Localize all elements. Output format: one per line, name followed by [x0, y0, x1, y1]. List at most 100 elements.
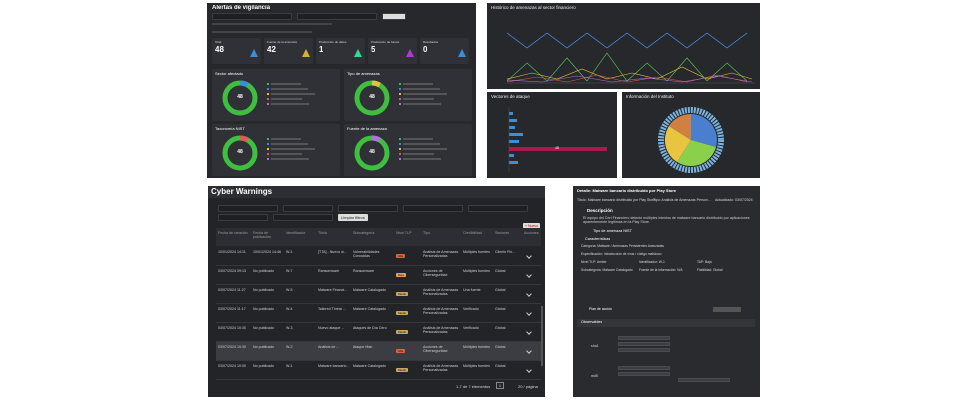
- filter[interactable]: [283, 205, 333, 212]
- date-filter[interactable]: [218, 205, 278, 212]
- section-title: Descripción: [587, 208, 613, 213]
- kpi-label: Fuente de la amenaza: [267, 40, 297, 44]
- legend-item: [267, 93, 269, 95]
- table-cell: 03/07/2024 09:13: [218, 269, 246, 273]
- kpi-card: [264, 38, 313, 64]
- legend-item: [399, 93, 401, 95]
- date-input[interactable]: [212, 13, 292, 20]
- clear-filters-button[interactable]: Limpiar filtros: [338, 214, 368, 221]
- table-cell: No publicado: [253, 345, 274, 349]
- observable-value: [618, 342, 670, 346]
- warnings-panel: Cyber Warnings Limpiar filtros + Nuevo 1…: [208, 186, 545, 397]
- description: El equipo del Cert Financiero detectó mú…: [583, 216, 750, 225]
- observable-value: [618, 348, 670, 352]
- kpi-value: 5: [371, 45, 376, 54]
- warnings-title: Cyber Warnings: [211, 187, 273, 196]
- table-row[interactable]: [216, 304, 541, 323]
- kpi-icon: [406, 49, 414, 57]
- legend-item: [271, 88, 308, 90]
- legend-item: [403, 143, 440, 145]
- table-row[interactable]: [216, 247, 541, 266]
- table-cell: Análisis de Amenazas Personalizadas: [423, 364, 459, 373]
- table-cell: Múltiples fuentes: [463, 250, 490, 254]
- section-title: Características: [585, 237, 611, 241]
- kpi-value: 42: [267, 45, 276, 54]
- table-row[interactable]: [216, 342, 541, 361]
- scrollbar: [541, 306, 543, 366]
- page-size[interactable]: 20 / página: [518, 384, 538, 389]
- legend-item: [399, 148, 401, 150]
- legend-item: [271, 98, 302, 100]
- filter[interactable]: [273, 214, 333, 221]
- history-lines: [506, 32, 755, 84]
- title-bar: [208, 186, 545, 198]
- column-header: Sectores: [495, 231, 510, 235]
- table-cell: W-1: [286, 364, 293, 368]
- table-cell: W-2: [286, 345, 293, 349]
- legend-item: [267, 153, 269, 155]
- donut: [354, 80, 390, 116]
- detail-field: Nivel TLP: Amber: [581, 260, 607, 264]
- donut-center: 48: [369, 94, 375, 100]
- tlp-badge: Medio: [396, 330, 409, 334]
- tlp-badge: Medio: [396, 292, 409, 296]
- table-cell: Análisis de Amenazas Personalizadas: [423, 307, 459, 316]
- date-input[interactable]: [297, 13, 377, 20]
- column-header: Fecha de creación: [218, 231, 248, 235]
- action-button[interactable]: [713, 307, 741, 312]
- table-cell: Análisis de Amenazas Personalizadas: [423, 326, 459, 335]
- table-cell: Vulnerabilidades Conocidas: [353, 250, 380, 259]
- filter[interactable]: [468, 205, 528, 212]
- table-cell: Acciones de Ciberseguridad: [423, 345, 448, 354]
- table-cell: Cliente Fin...: [495, 250, 516, 254]
- legend-item: [271, 103, 309, 105]
- table-cell: W-3: [286, 326, 293, 330]
- table-cell: No publicado: [253, 326, 274, 330]
- donut: [222, 80, 258, 116]
- table-cell: Global: [495, 345, 506, 349]
- filter[interactable]: [218, 214, 268, 221]
- table-cell: Global: [495, 288, 506, 292]
- table-row[interactable]: [216, 285, 541, 304]
- card-title: Taxonomía NIST: [215, 126, 245, 131]
- table-cell: No publicado: [253, 269, 274, 273]
- kpi-card: [212, 38, 261, 64]
- kpi-card: [368, 38, 417, 64]
- section-title: Plan de acción: [589, 307, 612, 311]
- filter[interactable]: [403, 205, 463, 212]
- table-cell: Ataque Man: [353, 345, 373, 349]
- column-header: Tipo: [423, 231, 430, 235]
- kpi-value: 48: [215, 45, 224, 54]
- table-cell: Global: [495, 307, 506, 311]
- table-cell: Múltiples fuentes: [463, 269, 490, 273]
- kpi-label: Total: [215, 40, 222, 44]
- donut-center: 48: [237, 94, 243, 100]
- legend-item: [403, 103, 441, 105]
- table-cell: Tailored Threat ...: [318, 307, 346, 311]
- legend-strip: [212, 31, 312, 33]
- table-row[interactable]: [216, 323, 541, 342]
- observable-value: [618, 336, 670, 340]
- observable-type: sha1: [591, 344, 599, 348]
- table-cell: 03/07/2024 10:30: [218, 326, 246, 330]
- legend-item: [271, 138, 301, 140]
- clear-button[interactable]: [382, 13, 406, 20]
- new-button[interactable]: + Nuevo: [523, 223, 541, 229]
- legend-item: [267, 158, 269, 160]
- legend-item: [267, 148, 269, 150]
- detail-panel: Detalle: Malware bancario distribuido po…: [573, 186, 760, 397]
- page-button[interactable]: 1: [496, 382, 504, 389]
- table-cell: 10/01/2024 14:46: [253, 250, 281, 254]
- detail-type: Tipo: Análisis de Amenazas Personalizada…: [653, 198, 713, 202]
- filter[interactable]: [338, 205, 398, 212]
- table-cell: Ransomware: [318, 269, 340, 273]
- kpi-value: 0: [423, 45, 428, 54]
- table-cell: Malware Financi...: [318, 288, 348, 292]
- table-row[interactable]: [216, 266, 541, 285]
- table-cell: Ataques de Día Cero: [353, 326, 387, 330]
- column-header: Credibilidad: [463, 231, 482, 235]
- table-row[interactable]: [216, 361, 541, 380]
- table-cell: Ransomware: [353, 269, 375, 273]
- legend-item: [403, 88, 440, 90]
